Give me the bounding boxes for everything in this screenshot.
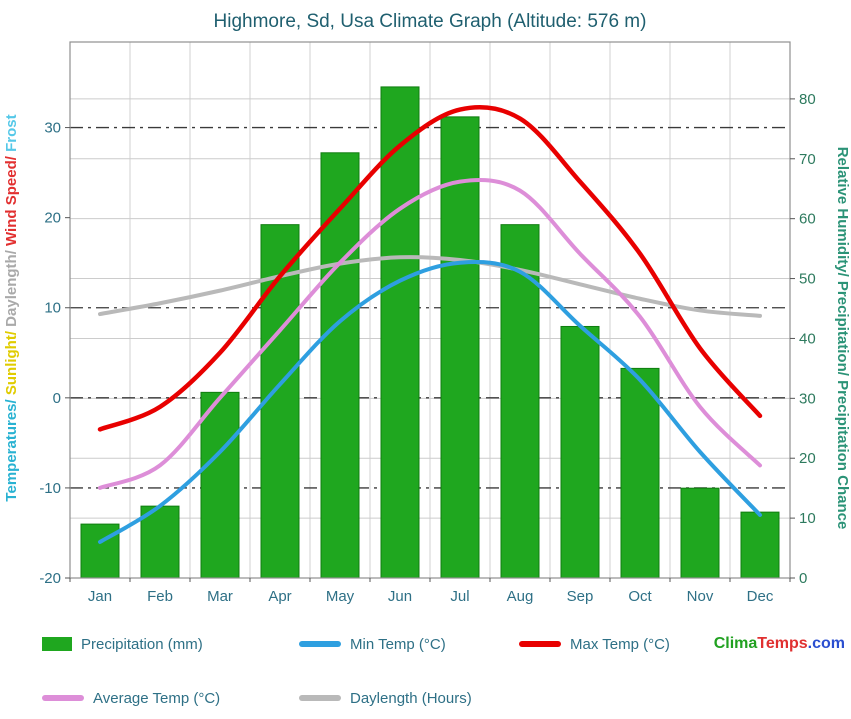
bar-Dec (740, 511, 780, 579)
legend-item-precipitation: Precipitation (mm) (42, 630, 203, 658)
legend-item-min-temp: Min Temp (°C) (299, 630, 446, 658)
bar-Aug (500, 224, 540, 579)
right-axis: 0 10 20 30 40 50 60 70 80 (790, 91, 816, 587)
left-axis: 30 20 10 0 -10 -20 (39, 120, 70, 587)
precipitation-swatch (42, 637, 72, 651)
average-temp-swatch (42, 695, 84, 701)
month-label: Dec (747, 588, 774, 605)
legend-item-average-temp: Average Temp (°C) (42, 684, 220, 712)
bar-Mar (200, 391, 240, 579)
month-label: Feb (147, 588, 173, 605)
series-Min Temp (°C) (98, 260, 762, 544)
legend-label-daylength: Daylength (Hours) (350, 689, 472, 707)
brand-com: .com (807, 635, 845, 652)
line-Daylength (Hours) (98, 255, 762, 318)
right-tick-label: 50 (799, 271, 816, 288)
month-label: Apr (268, 588, 291, 605)
month-label: May (326, 588, 355, 605)
bar-Nov (680, 487, 720, 579)
bar-Jul (440, 116, 480, 579)
right-tick-label: 80 (799, 91, 816, 108)
right-tick-label: 60 (799, 211, 816, 228)
legend-item-max-temp: Max Temp (°C) (519, 630, 670, 658)
chart-title: Highmore, Sd, Usa Climate Graph (Altitud… (214, 11, 647, 32)
legend-item-daylength: Daylength (Hours) (299, 684, 472, 712)
daylength-swatch (299, 695, 341, 701)
bar-Jun (380, 86, 420, 579)
month-label: Jun (388, 588, 412, 605)
climatemps-logo[interactable]: Clima Temps .com (714, 630, 845, 658)
max-temp-swatch (519, 641, 561, 647)
left-tick-label: 20 (44, 210, 61, 227)
brand-clima: Clima (713, 635, 758, 652)
month-label: Jan (88, 588, 112, 605)
left-axis-title: Temperatures/ Sunlight/ Daylength/ Wind … (3, 114, 20, 501)
left-tick-label: -10 (39, 480, 61, 497)
left-tick-label: -20 (39, 570, 61, 587)
line-Average Temp (°C) (98, 177, 762, 490)
right-tick-label: 10 (799, 510, 816, 527)
left-tick-label: 10 (44, 300, 61, 317)
climate-chart: Highmore, Sd, Usa Climate Graph (Altitud… (3, 11, 851, 605)
right-tick-label: 40 (799, 330, 816, 347)
line-Min Temp (°C) (98, 260, 762, 544)
brand-temps: Temps (757, 635, 808, 652)
left-tick-label: 0 (53, 390, 61, 407)
month-label: Nov (687, 588, 714, 605)
bar-Apr (260, 224, 300, 579)
right-tick-label: 20 (799, 450, 816, 467)
legend-label-min-temp: Min Temp (°C) (350, 635, 446, 653)
month-label: Oct (628, 588, 652, 605)
right-axis-title: Relative Humidity/ Precipitation/ Precip… (834, 147, 851, 530)
right-tick-label: 70 (799, 151, 816, 168)
month-label: Sep (567, 588, 594, 605)
legend-label-average-temp: Average Temp (°C) (93, 689, 221, 707)
series-Max Temp (°C) (97, 105, 763, 432)
legend-label-max-temp: Max Temp (°C) (570, 635, 670, 653)
bar-Jan (80, 523, 120, 579)
series-Average Temp (°C) (98, 177, 762, 490)
series-Daylength (Hours) (98, 255, 762, 318)
line-Max Temp (°C) (97, 105, 763, 432)
min-temp-swatch (299, 641, 341, 647)
month-label: Mar (207, 588, 233, 605)
right-tick-label: 0 (799, 570, 807, 587)
month-label: Aug (507, 588, 534, 605)
series-Precipitation (mm) (80, 86, 780, 579)
month-label: Jul (450, 588, 469, 605)
right-tick-label: 30 (799, 390, 816, 407)
x-axis: Jan Feb Mar Apr May Jun Jul Aug Sep Oct Nov Dec (69, 578, 791, 605)
legend-label-precipitation: Precipitation (mm) (81, 635, 203, 653)
left-tick-label: 30 (44, 120, 61, 137)
bar-Sep (560, 325, 600, 579)
bar-May (320, 152, 360, 579)
bar-Oct (620, 367, 660, 579)
